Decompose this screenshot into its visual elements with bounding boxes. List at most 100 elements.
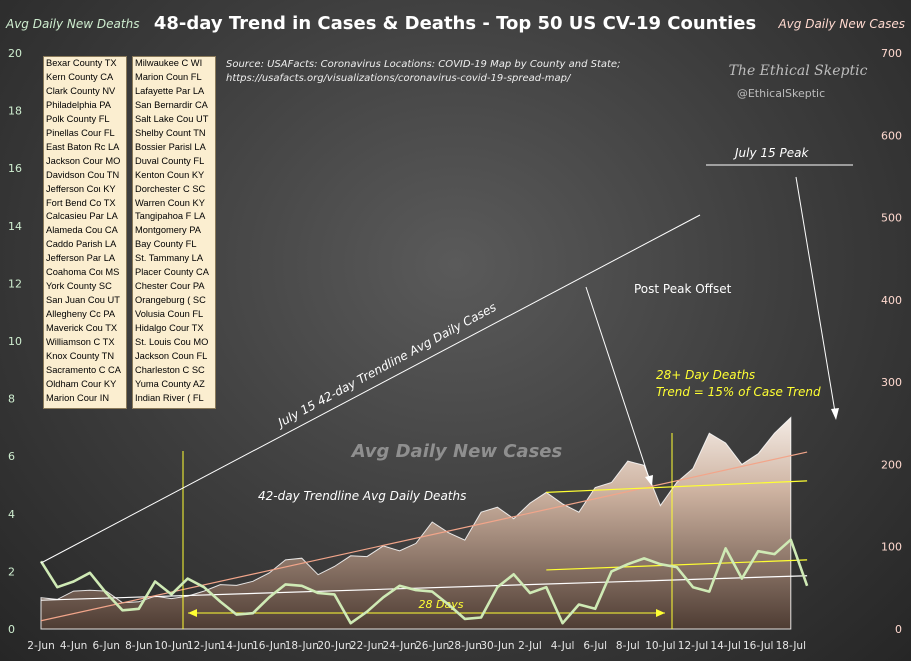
- county-name: St. Tammany LA: [135, 253, 204, 264]
- county-name: Hidalgo Cour TX: [135, 323, 204, 334]
- y-right-axis-label: Avg Daily New Cases: [777, 17, 905, 31]
- x-tick-label: 10-Jun: [154, 640, 188, 652]
- county-name: Kern County CA: [46, 71, 114, 82]
- x-tick-label: 14-Jun: [220, 640, 254, 652]
- trend-cases-label: July 15 42-day Trendline Avg Daily Cases: [274, 300, 499, 431]
- y-left-tick-label: 0: [8, 623, 15, 636]
- y-left-tick-label: 18: [8, 105, 22, 118]
- x-tick-label: 16-Jun: [252, 640, 286, 652]
- source-line-2: https://usafacts.org/visualizations/coro…: [226, 73, 572, 84]
- x-tick-label: 12-Jun: [187, 640, 221, 652]
- county-name: Orangeburg ( SC: [135, 295, 206, 306]
- y-left-tick-label: 16: [8, 162, 22, 175]
- county-name: East Baton Rc LA: [46, 141, 120, 152]
- y-left-tick-label: 6: [8, 450, 15, 463]
- county-name: Pinellas Cour FL: [46, 127, 115, 138]
- x-tick-label: 26-Jun: [415, 640, 449, 652]
- y-right-tick-label: 700: [881, 47, 902, 60]
- post-peak-arrow: [585, 286, 652, 485]
- x-tick-label: 12-Jul: [678, 640, 708, 652]
- x-tick-label: 6-Jul: [583, 640, 607, 652]
- peak-label: July 15 Peak: [733, 146, 809, 160]
- county-name: St. Louis Cou MO: [135, 337, 209, 348]
- area-label: Avg Daily New Cases: [350, 441, 563, 462]
- county-name: Williamson C TX: [46, 337, 115, 348]
- x-tick-label: 4-Jun: [60, 640, 87, 652]
- x-tick-label: 2-Jul: [518, 640, 542, 652]
- county-name: Salt Lake Cou UT: [135, 113, 209, 124]
- county-name: Marion Cour IN: [46, 392, 110, 403]
- deaths-line: [39, 538, 809, 625]
- county-name: Milwaukee C WI: [135, 58, 203, 68]
- trendline: [546, 559, 808, 571]
- x-tick-label: 24-Jun: [383, 640, 417, 652]
- y-right-tick-label: 600: [881, 129, 902, 142]
- county-name: Oldham Cour KY: [46, 378, 117, 389]
- county-name: Marion Coun FL: [135, 71, 202, 82]
- y-left-tick-label: 20: [8, 47, 22, 60]
- watermark-handle: @EthicalSkeptic: [737, 87, 825, 100]
- x-tick-label: 28-Jun: [448, 640, 482, 652]
- x-tick-label: 30-Jun: [480, 640, 514, 652]
- x-tick-label: 18-Jul: [776, 640, 806, 652]
- county-name: Calcasieu Par LA: [46, 211, 118, 222]
- county-name: Chester Cour PA: [135, 281, 205, 292]
- county-name: Allegheny Cc PA: [46, 309, 116, 320]
- x-tick-label: 22-Jun: [350, 640, 384, 652]
- deaths-trend-label-1: 28+ Day Deaths: [656, 368, 755, 382]
- county-list-column-2: Milwaukee C WI Marion Coun FL Lafayette Pa…: [132, 56, 216, 409]
- county-name: Volusia Coun FL: [135, 309, 204, 320]
- county-name: Clark County NV: [46, 85, 116, 96]
- y-right-tick-label: 0: [895, 623, 902, 636]
- county-name: Alameda Cou CA: [46, 225, 118, 236]
- x-tick-label: 8-Jun: [125, 640, 152, 652]
- county-name: Jackson Coun FL: [135, 351, 208, 362]
- post-peak-arrowhead: [645, 475, 653, 486]
- county-name: Kenton Coun KY: [135, 169, 205, 180]
- county-name: Polk County FL: [46, 113, 110, 124]
- x-tick-label: 6-Jun: [92, 640, 119, 652]
- trend-deaths-label: 42-day Trendline Avg Daily Deaths: [258, 489, 466, 503]
- county-name: Lafayette Par LA: [135, 85, 205, 96]
- county-name: Bay County FL: [135, 239, 197, 250]
- x-tick-label: 2-Jun: [27, 640, 54, 652]
- x-tick-label: 10-Jul: [645, 640, 675, 652]
- county-list: Bexar County TX Kern County CA Clark Count…: [43, 56, 218, 409]
- county-name: Dorchester C SC: [135, 183, 206, 194]
- x-tick-label: 18-Jun: [285, 640, 319, 652]
- county-name: Placer County CA: [135, 267, 209, 278]
- source-line-1: Source: USAFacts: Coronavirus Locations:…: [226, 59, 620, 70]
- trendline: [546, 480, 808, 494]
- county-name: Jackson Cour MO: [46, 155, 121, 166]
- county-list-column-1: Bexar County TX Kern County CA Clark Count…: [43, 56, 127, 409]
- chart-title: 48-day Trend in Cases & Deaths - Top 50 …: [154, 13, 756, 34]
- county-name: Shelby Count TN: [135, 127, 206, 138]
- county-name: Charleston C SC: [135, 364, 205, 375]
- x-tick-label: 4-Jul: [551, 640, 575, 652]
- y-left-tick-label: 2: [8, 565, 15, 578]
- county-name: Knox County TN: [46, 351, 115, 362]
- county-name: Davidson Cou TN: [46, 169, 120, 180]
- y-left-axis-label: Avg Daily New Deaths: [5, 17, 139, 31]
- county-name: Indian River ( FL: [135, 392, 204, 403]
- deaths-trend-label-2: Trend = 15% of Case Trend: [656, 385, 821, 399]
- x-tick-label: 8-Jul: [616, 640, 640, 652]
- peak-arrow: [795, 176, 837, 419]
- y-left-axis: 0 2 4 6 8 10 12 14 16 18 20: [8, 47, 22, 636]
- county-name: San Juan Cou UT: [46, 295, 120, 306]
- y-left-tick-label: 12: [8, 277, 22, 290]
- county-name: San Bernardir CA: [135, 99, 208, 110]
- days-arrow-left: [188, 609, 197, 617]
- county-name: Yuma County AZ: [135, 378, 205, 389]
- county-name: Fort Bend Co TX: [46, 197, 116, 208]
- y-left-tick-label: 8: [8, 393, 15, 406]
- x-tick-label: 14-Jul: [710, 640, 740, 652]
- y-right-tick-label: 300: [881, 376, 902, 389]
- y-right-axis: 0 100 200 300 400 500 600 700: [881, 47, 902, 636]
- county-name: Montgomery PA: [135, 225, 201, 236]
- y-right-tick-label: 400: [881, 294, 902, 307]
- county-name: Caddo Parish LA: [46, 239, 117, 250]
- days-arrow-right: [656, 609, 665, 617]
